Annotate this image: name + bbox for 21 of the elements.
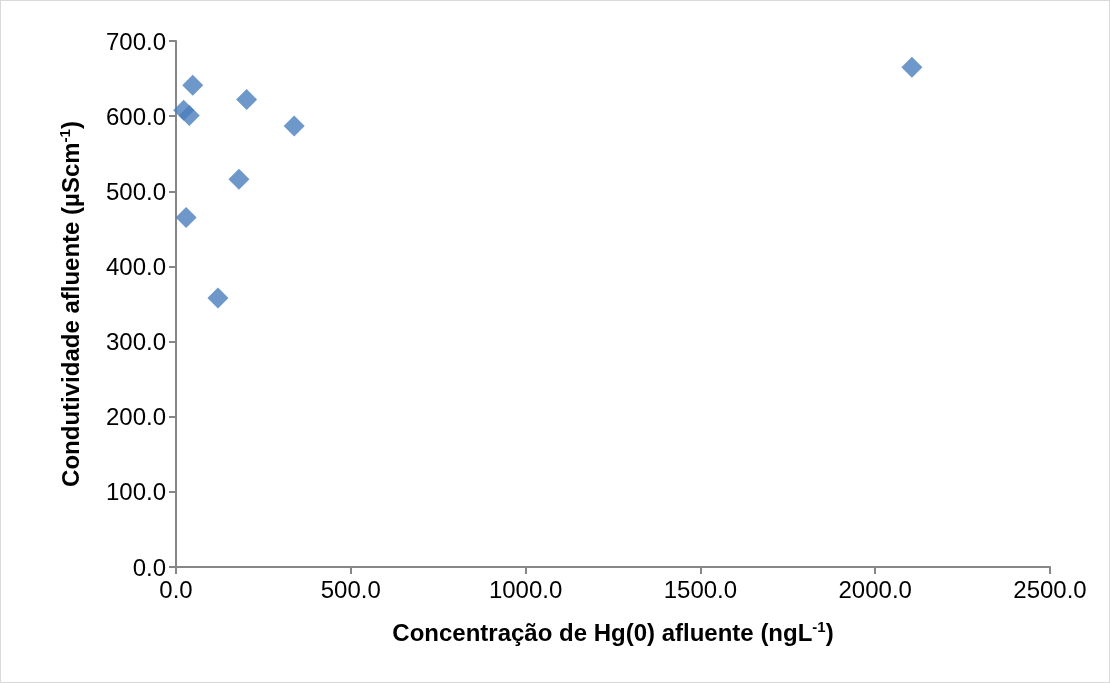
y-axis-title: Condutividade afluente (µScm-1) [56, 121, 84, 487]
y-tick-label: 600.0 [105, 102, 166, 130]
y-tick-label: 300.0 [105, 328, 166, 356]
y-tick-label: 200.0 [105, 403, 166, 431]
point [178, 104, 200, 126]
x-tick-label: 1500.0 [663, 575, 738, 603]
point [228, 168, 250, 190]
y-tick-label: 500.0 [105, 177, 166, 205]
point [207, 287, 229, 309]
point [901, 56, 923, 78]
y-tick-label: 400.0 [105, 252, 166, 280]
y-tick-label: 100.0 [105, 478, 166, 506]
y-tick-label: 700.0 [105, 27, 166, 55]
x-tick-label: 1000.0 [488, 575, 563, 603]
point [175, 207, 197, 229]
x-tick-label: 2000.0 [838, 575, 912, 603]
x-tick-label: 2500.0 [1013, 575, 1087, 603]
point [182, 74, 204, 96]
x-tick-label: 500.0 [320, 575, 381, 603]
point [236, 89, 258, 111]
point [283, 115, 305, 137]
